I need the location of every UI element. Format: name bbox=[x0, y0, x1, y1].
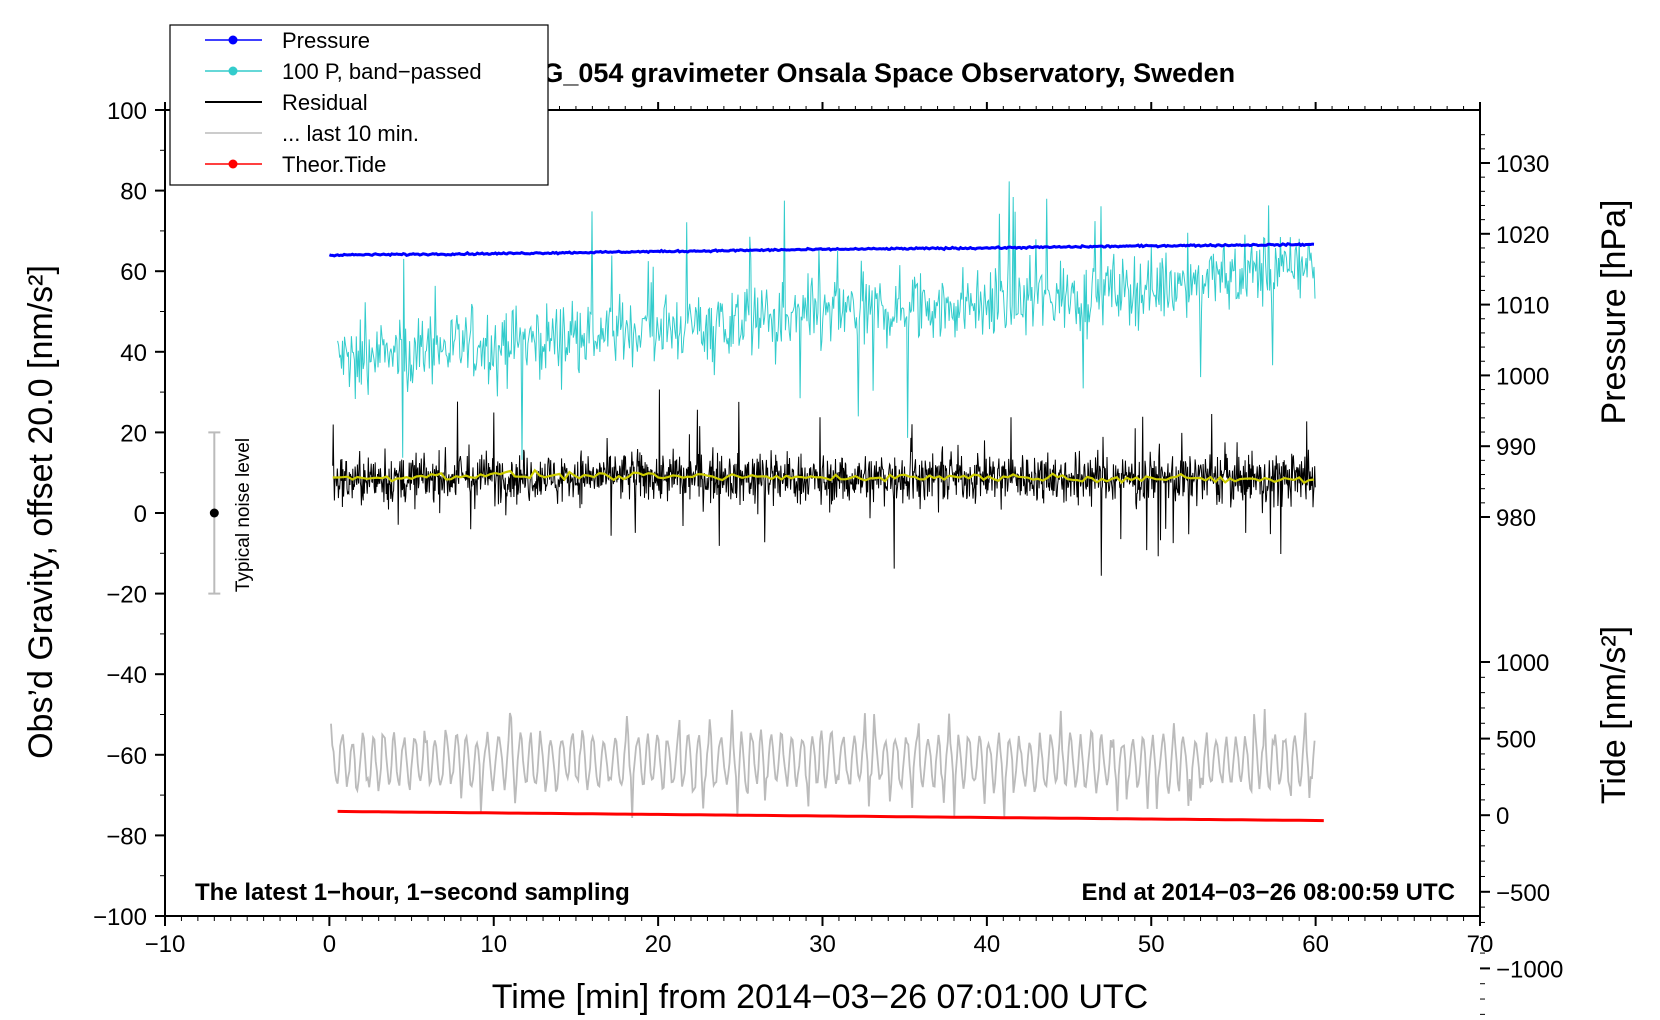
legend-label: Residual bbox=[282, 90, 368, 115]
note-right: End at 2014−03−26 08:00:59 UTC bbox=[1081, 879, 1455, 906]
note-left: The latest 1−hour, 1−second sampling bbox=[195, 879, 630, 906]
pressure-axis-title: Pressure [hPa] bbox=[1595, 200, 1633, 425]
y-tick-label: 60 bbox=[120, 259, 147, 286]
x-axis: −10 0 10 20 30 40 50 60 70 bbox=[145, 102, 1494, 958]
pressure-tick-label: 1020 bbox=[1496, 222, 1549, 249]
tide-tick-label: −500 bbox=[1496, 880, 1550, 907]
y-tick-label: −80 bbox=[106, 823, 147, 850]
theoretical-tide-line bbox=[337, 809, 1324, 823]
series-layer bbox=[328, 181, 1324, 823]
pressure-tick-label: 980 bbox=[1496, 505, 1536, 532]
y-axis-gravity: −100 −80 −60 −40 −20 0 20 40 60 80 100 bbox=[93, 98, 165, 931]
legend-label: Theor.Tide bbox=[282, 152, 386, 177]
x-tick-label: 70 bbox=[1467, 931, 1494, 958]
x-tick-label: 10 bbox=[480, 931, 507, 958]
pressure-line bbox=[328, 242, 1315, 258]
residual-line bbox=[332, 389, 1316, 576]
band-passed-pressure-line bbox=[337, 181, 1316, 460]
last-10-min-line bbox=[330, 708, 1316, 819]
x-tick-label: 40 bbox=[974, 931, 1001, 958]
pressure-tick-label: 1030 bbox=[1496, 151, 1549, 178]
x-tick-label: 30 bbox=[809, 931, 836, 958]
y-tick-label: −100 bbox=[93, 904, 147, 931]
legend-label: ... last 10 min. bbox=[282, 121, 419, 146]
legend-swatch-marker bbox=[228, 66, 238, 76]
y-tick-label: −20 bbox=[106, 582, 147, 609]
pressure-tick-label: 1010 bbox=[1496, 293, 1549, 320]
plot-frame bbox=[164, 109, 1481, 917]
legend-box bbox=[169, 24, 549, 186]
pressure-tick-label: 1000 bbox=[1496, 363, 1549, 390]
pressure-tick-label: 990 bbox=[1496, 434, 1536, 461]
legend-label: Pressure bbox=[282, 28, 370, 53]
y-tick-label: 100 bbox=[107, 98, 147, 125]
y-tick-label: 0 bbox=[134, 501, 147, 528]
legend-swatch-marker bbox=[228, 159, 238, 169]
tide-tick-label: −1000 bbox=[1496, 956, 1563, 983]
x-tick-label: 50 bbox=[1138, 931, 1165, 958]
tide-tick-label: 0 bbox=[1496, 803, 1509, 830]
y-tick-label: 80 bbox=[120, 179, 147, 206]
legend: Pressure 100 P, band−passed Residual ... la… bbox=[169, 24, 549, 186]
y-axis-pressure: 980 990 1000 1010 1020 1030 bbox=[1480, 134, 1549, 532]
chart-title: SCG_054 gravimeter Onsala Space Observat… bbox=[505, 58, 1235, 88]
legend-label: 100 P, band−passed bbox=[282, 59, 482, 84]
x-tick-label: 20 bbox=[645, 931, 672, 958]
legend-swatch-marker bbox=[228, 35, 238, 45]
y-tick-label: 20 bbox=[120, 420, 147, 447]
y-tick-label: −40 bbox=[106, 662, 147, 689]
x-tick-label: 0 bbox=[323, 931, 336, 958]
tide-axis-title: Tide [nm/s²] bbox=[1595, 626, 1633, 804]
y-axis-title: Obs’d Gravity, offset 20.0 [nm/s²] bbox=[22, 265, 60, 759]
noise-level-label: Typical noise level bbox=[233, 438, 254, 592]
x-axis-title: Time [min] from 2014−03−26 07:01:00 UTC bbox=[492, 978, 1148, 1016]
x-tick-label: −10 bbox=[145, 931, 186, 958]
tide-tick-label: 500 bbox=[1496, 727, 1536, 754]
y-tick-label: 40 bbox=[120, 340, 147, 367]
noise-bar-center-dot bbox=[209, 508, 219, 518]
y-tick-label: −60 bbox=[106, 743, 147, 770]
residual-smoothed-line bbox=[332, 468, 1315, 485]
noise-level-bar bbox=[208, 431, 221, 595]
tide-tick-label: 1000 bbox=[1496, 650, 1549, 677]
x-tick-label: 60 bbox=[1302, 931, 1329, 958]
